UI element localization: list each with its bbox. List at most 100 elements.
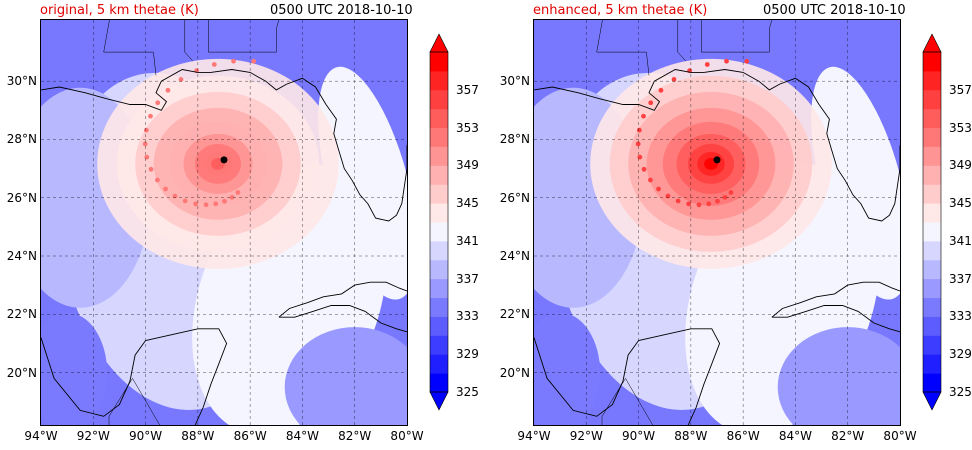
rainband-cell	[636, 127, 642, 133]
border	[677, 20, 686, 61]
panel-enhanced: enhanced, 5 km thetae (K) 0500 UTC 2018-…	[493, 0, 972, 449]
borders	[596, 20, 773, 425]
rainband-cell	[728, 190, 734, 195]
colorbar-tick-label: 325	[456, 385, 479, 399]
colorbar-tick-label: 357	[949, 82, 972, 97]
lon-tick-label: 84°W	[778, 429, 812, 443]
colorbar-swatch	[923, 259, 941, 280]
rainband-cell	[182, 198, 188, 204]
borders	[103, 20, 280, 425]
coastline	[41, 69, 407, 222]
rainband-cell	[155, 177, 160, 183]
colorbar-tick-label: 329	[456, 347, 479, 362]
rainband-cell	[251, 58, 257, 64]
lon-tick-label: 94°W	[24, 429, 58, 443]
colorbar-min-arrow	[429, 391, 449, 411]
colorbar-frame	[922, 51, 942, 393]
rainband-cells	[635, 58, 750, 208]
colorbar-swatch	[923, 89, 941, 110]
rainband-cell	[724, 58, 729, 64]
lat-tick-label: 26°N	[6, 190, 37, 205]
coastlines	[41, 69, 407, 425]
field-band	[41, 312, 108, 425]
colorbar-frame	[429, 51, 449, 393]
lon-tick-label: 90°W	[621, 429, 656, 443]
colorbar-swatch	[923, 354, 941, 374]
panel-title: enhanced, 5 km thetae (K)	[533, 3, 708, 18]
rainband-cell	[148, 113, 153, 119]
colorbar-tick-label: 329	[949, 347, 972, 362]
colorbar-tick-label: 333	[949, 309, 972, 324]
colorbar-swatch	[430, 335, 448, 355]
colorbar-swatch	[430, 373, 448, 393]
coastline	[771, 281, 900, 318]
lon-tick-label: 88°W	[674, 429, 708, 443]
rainband-cell	[178, 77, 184, 82]
coastline	[278, 305, 407, 333]
rainband-cell	[637, 154, 643, 160]
colorbar-swatch	[923, 240, 941, 261]
lon-tick-label: 88°W	[181, 429, 215, 443]
rainband-cell	[635, 141, 641, 147]
panel-time: 0500 UTC 2018-10-10	[763, 3, 906, 18]
colorbar-swatch	[430, 89, 448, 110]
rainband-cell	[686, 201, 692, 207]
field-band	[777, 327, 900, 425]
colorbar-swatch	[923, 335, 941, 355]
coastline	[278, 281, 407, 318]
colorbar-tick-label: 353	[456, 120, 479, 135]
colorbar-swatch	[430, 108, 448, 129]
lon-tick-label: 86°W	[726, 429, 760, 443]
storm-center-marker	[713, 156, 721, 164]
border	[184, 20, 193, 61]
colorbar-tick-label: 337	[456, 271, 479, 286]
gridlines	[534, 20, 900, 425]
colorbar-swatch	[430, 146, 448, 166]
coastline	[534, 328, 721, 425]
rainband-cell	[172, 193, 178, 199]
colorbar-swatch	[430, 127, 448, 147]
colorbar-swatch	[923, 70, 941, 91]
rainband-cell	[744, 58, 750, 64]
border	[596, 20, 603, 53]
colorbar-swatch	[430, 259, 448, 280]
lon-tick-label: 90°W	[128, 429, 163, 443]
lon-tick-label: 82°W	[338, 429, 372, 443]
colorbar-swatch	[923, 146, 941, 166]
coastline	[534, 69, 900, 222]
colorbar-tick-label: 353	[949, 120, 972, 135]
rainband-cell	[696, 202, 702, 208]
lat-tick-label: 28°N	[499, 132, 530, 147]
colorbar-swatch	[430, 70, 448, 91]
lon-tick-label: 92°W	[569, 429, 603, 443]
rainband-cell	[675, 198, 681, 204]
rainband-cell	[143, 127, 149, 133]
lon-tick-label: 80°W	[883, 429, 917, 443]
colorbar-swatch	[430, 52, 448, 72]
lon-tick-label: 80°W	[390, 429, 424, 443]
map-enhanced	[533, 19, 901, 426]
colorbar-tick-label: 349	[456, 158, 479, 173]
colorbar-swatch	[923, 373, 941, 393]
lat-tick-label: 22°N	[6, 307, 37, 322]
border	[103, 51, 157, 76]
rainband-cell	[656, 186, 661, 192]
rainband-cell	[671, 77, 677, 82]
rainband-cell	[665, 193, 671, 199]
lon-tick-label: 82°W	[831, 429, 865, 443]
rainband-cell	[706, 201, 712, 207]
colorbar-graphic	[429, 33, 449, 411]
colorbar-min-arrow	[922, 391, 942, 411]
coastline	[41, 328, 228, 425]
rainband-cell	[648, 100, 654, 106]
lat-tick-label: 24°N	[499, 249, 530, 263]
rainband-cell	[715, 198, 720, 204]
colorbar-swatch	[923, 316, 941, 336]
lon-tick-label: 84°W	[285, 429, 319, 443]
colorbar-swatch	[923, 127, 941, 147]
colorbar-max-arrow	[922, 33, 942, 53]
colorbar-swatch	[430, 354, 448, 374]
colorbar-tick-label: 349	[949, 158, 972, 173]
rainband-cell	[144, 154, 150, 160]
colorbar-tick-label: 341	[456, 233, 479, 248]
